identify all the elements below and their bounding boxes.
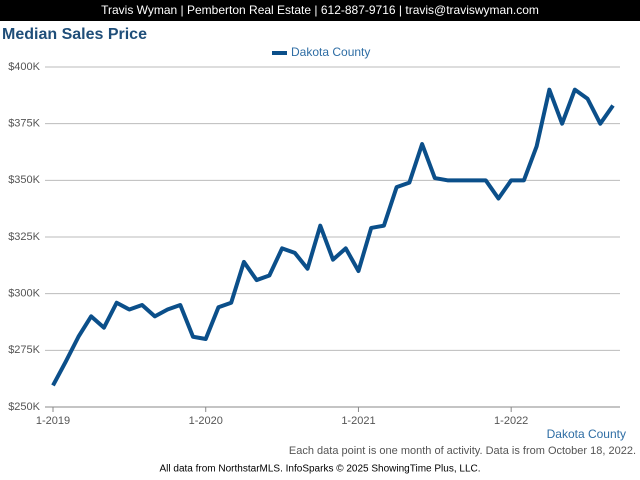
y-tick-label: $275K xyxy=(8,344,40,356)
legend-label: Dakota County xyxy=(291,45,370,59)
x-tick-label: 1-2019 xyxy=(36,415,70,427)
x-tick-label: 1-2020 xyxy=(189,415,223,427)
y-tick-label: $325K xyxy=(8,231,40,243)
line xyxy=(51,87,615,387)
y-tick-label: $250K xyxy=(8,401,40,413)
region-label: Dakota County xyxy=(547,427,626,441)
x-tick-label: 1-2022 xyxy=(494,415,528,427)
source: All data from NorthstarMLS. InfoSparks ©… xyxy=(159,464,480,475)
header-bar xyxy=(0,0,640,21)
y-tick-label: $400K xyxy=(8,61,40,73)
y-tick-label: $375K xyxy=(8,118,40,130)
note: Each data point is one month of activity… xyxy=(289,445,636,457)
y-tick-label: $300K xyxy=(8,288,40,300)
y-tick-label: $350K xyxy=(8,174,40,186)
chart-title: Median Sales Price xyxy=(2,26,147,43)
header: Travis Wyman | Pemberton Real Estate | 6… xyxy=(101,3,539,17)
x-tick-label: 1-2021 xyxy=(341,415,375,427)
